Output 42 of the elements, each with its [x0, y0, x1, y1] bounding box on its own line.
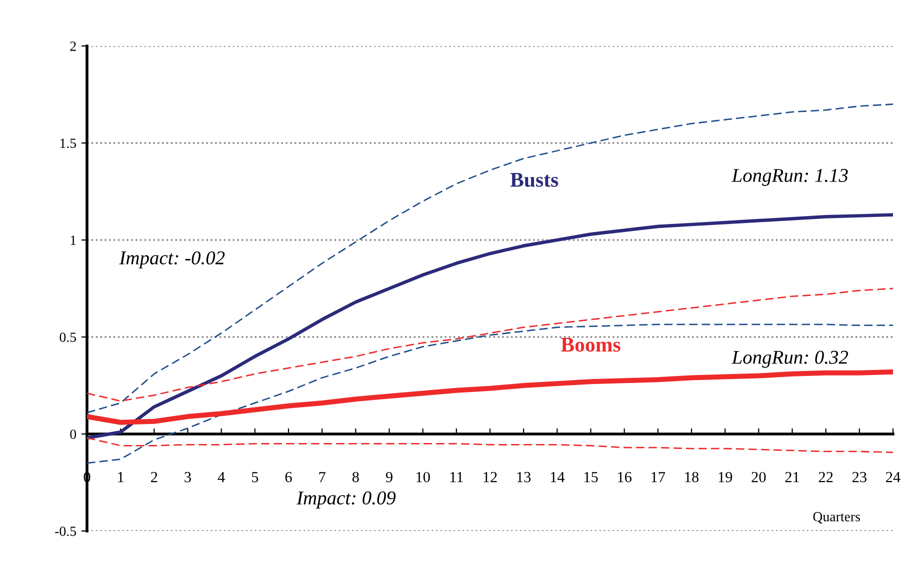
x-tick-label: 24 [886, 472, 900, 482]
y-tick-label: 0.5 [60, 332, 76, 342]
annotation: Impact: -0.02 [119, 251, 225, 268]
x-tick-label: 4 [218, 472, 225, 482]
x-tick-label: 16 [618, 472, 632, 482]
y-tick-label: 2 [70, 42, 76, 51]
y-tick-label: -0.5 [55, 526, 76, 536]
x-tick-label: 5 [252, 472, 258, 482]
x-tick-label: 14 [550, 472, 565, 482]
line-series [87, 324, 893, 464]
x-tick-label: 12 [484, 472, 497, 482]
x-tick-label: 13 [517, 472, 531, 482]
x-tick-label: 7 [319, 472, 326, 482]
x-tick-label: 17 [652, 472, 666, 482]
x-tick-label: 20 [752, 472, 766, 482]
x-tick-label: 2 [151, 472, 158, 482]
y-tick-label: 1.5 [60, 138, 76, 148]
line-series [87, 437, 893, 454]
x-tick-label: 23 [852, 472, 866, 482]
x-tick-label: 3 [184, 472, 191, 482]
line-series [87, 288, 893, 402]
x-tick-label: 6 [285, 472, 292, 482]
x-tick-label: 19 [718, 472, 732, 482]
x-tick-label: 18 [685, 472, 699, 482]
x-tick-label: 9 [386, 472, 392, 482]
y-tick-label: 1 [70, 236, 76, 245]
x-tick-label: 8 [352, 472, 359, 482]
annotation: LongRun: 0.32 [732, 350, 848, 368]
series-label: Booms [561, 338, 620, 352]
x-tick-label: 11 [450, 472, 463, 482]
x-tick-label: 1 [118, 472, 124, 482]
x-tick-label: 22 [818, 472, 833, 482]
annotation: LongRun: 1.13 [732, 168, 848, 186]
line-series [87, 213, 893, 440]
x-axis-title: Quarters [813, 512, 860, 524]
annotation: Impact: 0.09 [296, 491, 396, 508]
text: Busts [510, 173, 558, 187]
x-tick-label: 10 [416, 472, 430, 482]
x-tick-label: 21 [785, 472, 799, 482]
x-tick-label: 15 [584, 472, 598, 482]
line-series [87, 104, 893, 414]
y-tick-label: 0 [70, 430, 76, 439]
